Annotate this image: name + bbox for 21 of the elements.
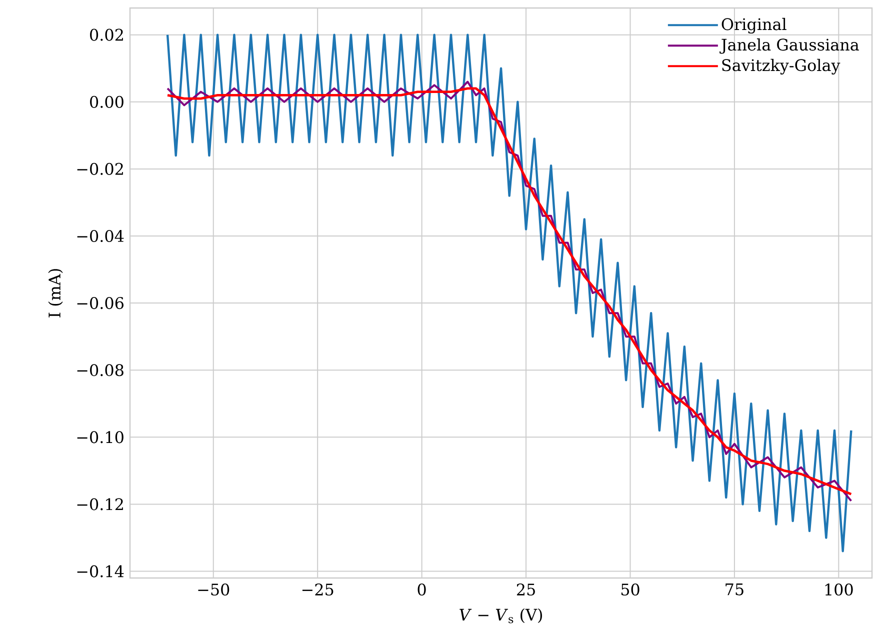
x-tick-label: 100 [825, 584, 853, 596]
y-tick-label: −0.02 [77, 162, 123, 175]
y-tick-label: −0.04 [77, 230, 124, 242]
x-tick-label: 0 [418, 584, 426, 596]
x-tick-label: 50 [621, 584, 640, 596]
x-tick-label: −50 [198, 584, 230, 596]
y-tick-label: −0.06 [77, 297, 124, 310]
legend-label: Original [722, 18, 786, 34]
y-tick-label: −0.12 [77, 498, 123, 510]
y-tick-label: −0.08 [77, 364, 124, 376]
y-tick-label: 0.02 [90, 28, 123, 41]
legend-label: Savitzky-Golay [722, 58, 840, 75]
y-tick-label: −0.14 [77, 565, 124, 578]
y-tick-label: −0.10 [77, 431, 124, 444]
x-tick-label: 75 [726, 584, 744, 596]
y-axis-title: I (mA) [48, 269, 63, 318]
x-tick-label: −25 [302, 584, 334, 596]
y-tick-label: 0.00 [90, 96, 124, 108]
x-axis-title: V − V$_{s}$ (V) [460, 608, 542, 624]
legend-label: Janela Gaussiana [720, 38, 859, 54]
x-tick-label: 25 [516, 584, 535, 596]
